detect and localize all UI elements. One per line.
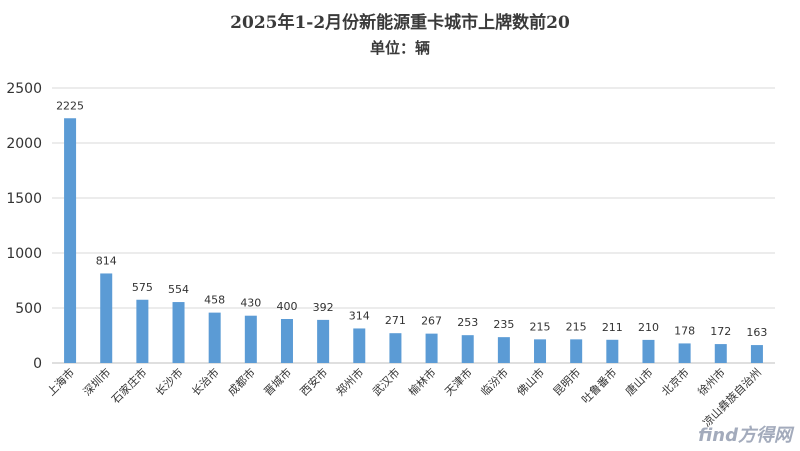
bar — [100, 273, 113, 363]
bar — [461, 335, 474, 363]
bar — [280, 319, 293, 363]
bars — [64, 118, 763, 363]
data-label: 178 — [674, 324, 695, 337]
bar — [750, 345, 763, 363]
x-tick-label: 天津市 — [442, 365, 475, 398]
data-label: 253 — [457, 316, 478, 329]
x-tick-label: 佛山市 — [514, 365, 547, 398]
x-tick-label: 长沙市 — [152, 365, 185, 398]
chart-title: 2025年1-2月份新能源重卡城市上牌数前20 — [230, 12, 570, 33]
data-label: 211 — [602, 321, 623, 334]
bar — [64, 118, 77, 363]
data-label: 215 — [530, 320, 551, 333]
x-tick-label: 长治市 — [189, 365, 222, 398]
data-label: 430 — [240, 297, 261, 310]
bar — [317, 319, 330, 363]
x-tick-label: 唐山市 — [622, 365, 655, 398]
bar — [425, 333, 438, 363]
bar — [714, 344, 727, 363]
data-label: 267 — [421, 315, 442, 328]
watermark-logo: find方得网 — [698, 425, 792, 446]
bar — [534, 339, 547, 363]
y-tick-label: 2500 — [6, 81, 42, 97]
data-labels: 2225 814 575 554 458 430 400 392 314 271 267 253 235… — [56, 99, 767, 339]
data-label: 210 — [638, 321, 659, 334]
x-tick-label: 徐州市 — [695, 365, 728, 398]
bar — [497, 337, 510, 363]
data-label: 400 — [276, 300, 297, 313]
x-tick-label: 临汾市 — [478, 365, 511, 398]
data-label: 271 — [385, 314, 406, 327]
chart-subtitle: 单位：辆 — [370, 39, 430, 57]
x-tick-label: 深圳市 — [80, 365, 113, 398]
data-label: 215 — [566, 320, 587, 333]
x-tick-label: 吐鲁番市 — [578, 365, 619, 406]
data-label: 314 — [349, 309, 370, 322]
x-tick-label: 昆明市 — [550, 365, 583, 398]
x-tick-label: 石家庄市 — [108, 365, 149, 406]
bar — [136, 299, 149, 363]
bar — [606, 339, 619, 363]
bar — [172, 302, 185, 363]
data-label: 814 — [96, 254, 117, 267]
data-label: 392 — [313, 301, 334, 314]
bar — [353, 328, 366, 363]
data-label: 458 — [204, 294, 225, 307]
bar — [208, 312, 221, 363]
bar — [642, 339, 655, 363]
x-tick-label: 武汉市 — [369, 365, 402, 398]
y-tick-label: 0 — [33, 356, 42, 372]
x-tick-label: 榆林市 — [405, 365, 438, 398]
data-label: 2225 — [56, 99, 84, 112]
x-tick-label: 晋城市 — [261, 365, 294, 398]
bar — [389, 333, 402, 363]
y-axis-ticks: 0 500 1000 1500 2000 2500 — [6, 81, 42, 372]
x-tick-label: 成都市 — [225, 365, 258, 398]
data-label: 163 — [746, 326, 767, 339]
bar — [244, 315, 257, 363]
y-tick-label: 500 — [15, 301, 42, 317]
data-label: 575 — [132, 281, 153, 294]
data-label: 554 — [168, 283, 189, 296]
gridlines — [52, 87, 775, 364]
y-tick-label: 1000 — [6, 246, 42, 262]
bar — [570, 339, 583, 363]
data-label: 235 — [493, 318, 514, 331]
bar — [678, 343, 691, 363]
x-tick-label: 郑州市 — [333, 365, 366, 398]
y-tick-label: 1500 — [6, 191, 42, 207]
x-tick-label: 上海市 — [44, 365, 77, 398]
x-tick-label: 北京市 — [659, 365, 692, 398]
x-tick-label: 西安市 — [297, 365, 330, 398]
data-label: 172 — [710, 325, 731, 338]
y-tick-label: 2000 — [6, 136, 42, 152]
